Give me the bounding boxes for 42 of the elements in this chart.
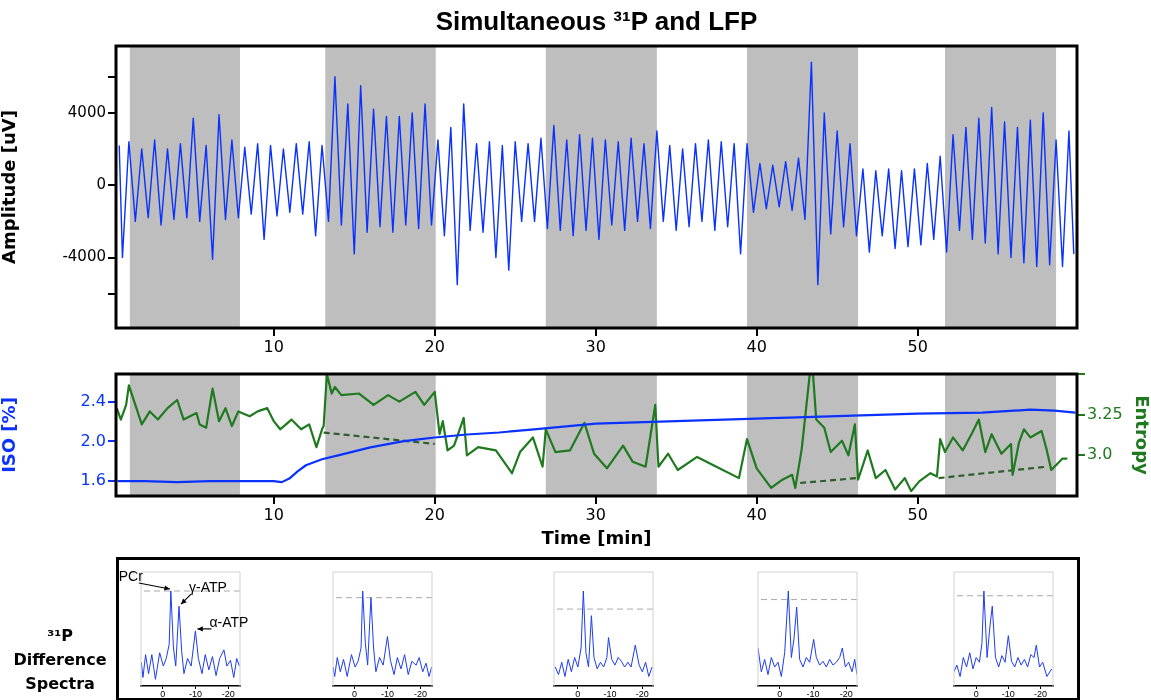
y-tick-label: 2.4 [80,390,106,410]
x-tick-label: 40 [746,336,767,356]
x-tick-label: -20 [635,688,649,699]
x-tick-label: 40 [746,504,767,524]
x-tick-label: 30 [585,336,606,356]
y-tick-label: 4000 [67,102,106,121]
annotation: γ-ATP [189,579,227,596]
y-axis-title: ³¹P Difference Spectra [12,625,108,695]
x-tick-label: 10 [263,336,284,356]
chart-title: Simultaneous ³¹P and LFP [434,6,759,37]
x-axis-title: Time [min] [541,526,652,548]
x-tick-label: 10 [263,504,284,524]
x-tick-label: 50 [907,336,928,356]
x-tick-label: -10 [1001,688,1015,699]
x-tick-label: -20 [839,688,853,699]
x-tick-label: 0 [351,688,357,699]
y-axis-title: Amplitude [uV] [0,110,20,264]
y-axis-title: ISO [%] [0,397,20,473]
x-tick-label: 0 [575,688,581,699]
x-tick-label: 20 [424,336,445,356]
x-tick-label: 50 [907,504,928,524]
x-tick-label: 0 [777,688,783,699]
x-tick-label: 30 [585,504,606,524]
y-tick-label: -4000 [62,247,106,266]
x-tick-label: 0 [160,688,166,699]
y-tick-label: 1.6 [80,470,106,490]
y2-tick-label: 3.25 [1087,403,1123,423]
y-tick-label: 0 [96,175,106,194]
annotation: α-ATP [209,613,249,630]
x-tick-label: 0 [973,688,979,699]
y2-tick-label: 3.0 [1087,444,1113,464]
x-tick-label: -10 [188,688,202,699]
x-tick-label: -20 [1033,688,1047,699]
x-tick-label: 20 [424,504,445,524]
x-tick-label: -20 [413,688,427,699]
y2-axis-title: Entropy [1131,395,1151,476]
x-tick-label: -20 [221,688,235,699]
annotation: PCr [118,567,144,584]
x-tick-label: -10 [380,688,394,699]
x-tick-label: -10 [603,688,617,699]
y-tick-label: 2.0 [80,430,106,450]
x-tick-label: -10 [806,688,820,699]
